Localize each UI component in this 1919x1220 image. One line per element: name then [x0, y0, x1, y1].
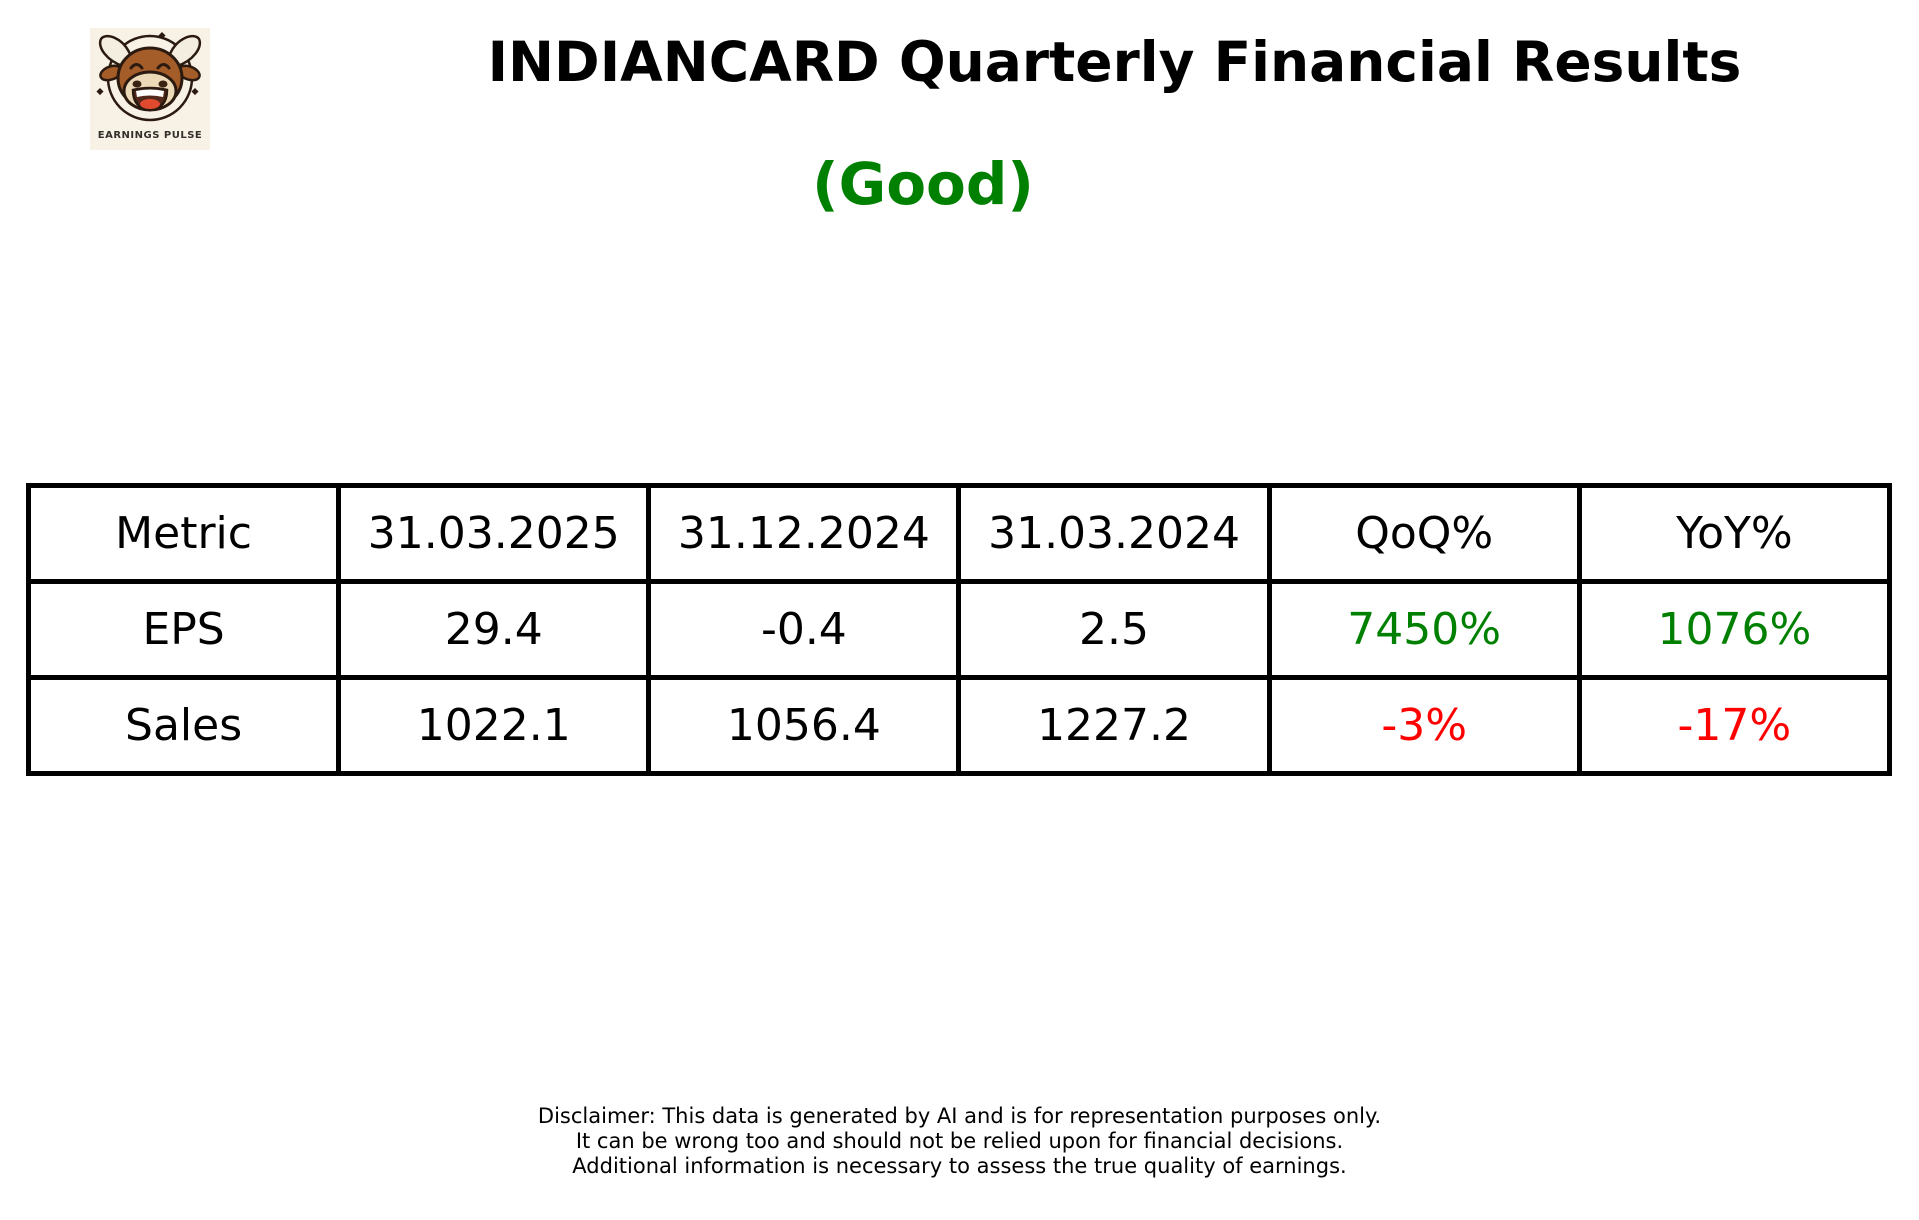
- logo: EARNINGS PULSE: [90, 28, 210, 150]
- cell-sales-metric: Sales: [25, 675, 342, 776]
- logo-caption: EARNINGS PULSE: [97, 130, 203, 141]
- cell-eps-prev: -0.4: [646, 579, 962, 680]
- col-header-q-yearago: 31.03.2024: [956, 483, 1272, 584]
- cell-eps-yearago: 2.5: [956, 579, 1272, 680]
- disclaimer-line-3: Additional information is necessary to a…: [572, 1154, 1347, 1178]
- results-table: Metric 31.03.2025 31.12.2024 31.03.2024 …: [25, 483, 1893, 776]
- cell-sales-qoq: -3%: [1266, 675, 1582, 776]
- cell-sales-yearago: 1227.2: [956, 675, 1272, 776]
- col-header-qoq: QoQ%: [1266, 483, 1582, 584]
- disclaimer-line-1: Disclaimer: This data is generated by AI…: [537, 1104, 1382, 1128]
- col-header-q-latest: 31.03.2025: [336, 483, 652, 584]
- page-title: INDIANCARD Quarterly Financial Results: [487, 30, 1742, 94]
- disclaimer-line-2: It can be wrong too and should not be re…: [575, 1129, 1344, 1153]
- laughing-bull-icon: [96, 32, 202, 122]
- col-header-metric: Metric: [25, 483, 342, 584]
- cell-sales-yoy: -17%: [1576, 675, 1893, 776]
- cell-sales-latest: 1022.1: [336, 675, 652, 776]
- col-header-q-prev: 31.12.2024: [646, 483, 962, 584]
- col-header-yoy: YoY%: [1576, 483, 1893, 584]
- cell-eps-yoy: 1076%: [1576, 579, 1893, 680]
- table-row-sales: Sales 1022.1 1056.4 1227.2 -3% -17%: [25, 675, 1893, 776]
- cell-sales-prev: 1056.4: [646, 675, 962, 776]
- table-header-row: Metric 31.03.2025 31.12.2024 31.03.2024 …: [25, 483, 1893, 584]
- cell-eps-latest: 29.4: [336, 579, 652, 680]
- table-row-eps: EPS 29.4 -0.4 2.5 7450% 1076%: [25, 579, 1893, 680]
- disclaimer: Disclaimer: This data is generated by AI…: [0, 1104, 1919, 1179]
- cell-eps-metric: EPS: [25, 579, 342, 680]
- verdict-badge: (Good): [812, 150, 1034, 218]
- cell-eps-qoq: 7450%: [1266, 579, 1582, 680]
